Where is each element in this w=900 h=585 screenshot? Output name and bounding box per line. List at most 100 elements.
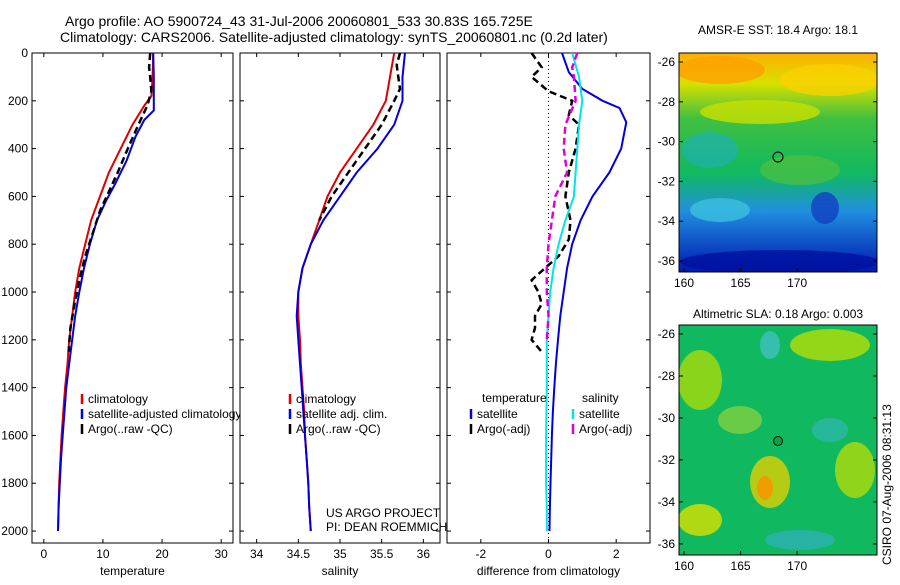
x-tick-label: 0 [545,547,552,561]
legend-column-title: salinity [582,391,619,405]
y-tick-label: 200 [8,94,28,108]
x-tick-label: 34 [250,547,264,561]
map-y-tick-label: -26 [658,327,676,341]
legend-label: Argo(-adj) [579,422,632,436]
sla-map-frame [678,324,878,556]
map-x-tick-label: 170 [787,276,807,290]
y-tick-label: 1400 [1,381,28,395]
sst-patch [811,192,839,224]
legend-label: satellite [477,407,518,421]
sla-patch [718,406,762,434]
salinity-panel: 34 34.5 35 35.5 36 salinity climatologysatelli… [239,52,441,578]
map-x-tick-label: 160 [674,559,694,573]
sst-map: AMSR-E SST: 18.4 Argo: 18.1 160 165 170 -26… [658,23,878,290]
map-x-tick-label: 160 [674,276,694,290]
sla-map-axes: 160 165 170 -26 -28 -30 -32 -34 -36 [658,327,877,573]
sla-patch [790,329,870,361]
legend-label: Argo(-adj) [477,422,530,436]
sla-patch [757,476,773,500]
sst-map-title: AMSR-E SST: 18.4 Argo: 18.1 [698,23,858,37]
map-y-tick-label: -36 [658,254,676,268]
sst-patch [682,132,738,168]
x-tick-label: 36 [417,547,431,561]
series-line-2 [67,52,153,352]
y-tick-label: 800 [8,237,28,251]
map-y-tick-label: -32 [658,174,676,188]
series-line-2 [545,52,584,531]
y-tick-label: 1800 [1,476,28,490]
x-tick-label: 0 [40,547,47,561]
map-y-tick-label: -26 [658,55,676,69]
figure-title: Argo profile: AO 5900724_43 31-Jul-2006 … [65,13,533,29]
map-y-tick-label: -32 [658,453,676,467]
x-tick-label: 35.5 [370,547,394,561]
plot-frame [239,52,441,544]
y-tick-label: 1200 [1,333,28,347]
legend-label: Argo(..raw -QC) [296,422,381,436]
x-tick-label: -2 [475,547,486,561]
side-timestamp: CSIRO 07-Aug-2006 08:31:13 [880,404,894,565]
map-y-tick-label: -28 [658,369,676,383]
map-y-tick-label: -34 [658,495,676,509]
series-line-1 [295,52,406,532]
y-tick-label: 2000 [1,524,28,538]
sst-patch [760,155,840,185]
series-line-0 [548,52,628,532]
x-tick-label: 20 [155,547,169,561]
x-axis-label: salinity [322,564,359,578]
sst-patch [680,250,877,272]
project-line-2: PI: DEAN ROEMMICH [326,520,447,534]
figure-subtitle: Climatology: CARS2006. Satellite-adjuste… [60,29,608,45]
plot-frame [31,52,234,544]
legend-label: Argo(..raw -QC) [88,422,173,436]
sla-patch [835,442,875,498]
sst-patch [679,56,765,84]
x-tick-label: 2 [613,547,620,561]
x-tick-label: 10 [96,547,110,561]
y-tick-label: 400 [8,142,28,156]
temperature-panel: 0 200 400 600 800 1000 1200 1400 1600 1800 2000 0 10… [1,46,241,578]
y-tick-label: 0 [21,46,28,60]
map-x-tick-label: 165 [731,559,751,573]
map-y-tick-label: -28 [658,95,676,109]
map-y-tick-label: -34 [658,214,676,228]
sst-patch [700,100,820,124]
map-y-tick-label: -36 [658,537,676,551]
sst-patch [690,198,750,222]
x-axis-label: difference from climatology [477,564,620,578]
difference-panel: -2 0 2 difference from climatology temperatu… [446,52,651,578]
legend-label: satellite adj. clim. [296,407,387,421]
sla-patch [679,504,722,536]
y-tick-label: 600 [8,189,28,203]
argo-position-marker [772,151,784,163]
sla-patch [679,350,722,410]
project-line-1: US ARGO PROJECT [326,506,441,520]
x-tick-label: 34.5 [287,547,311,561]
map-y-tick-label: -30 [658,411,676,425]
x-tick-label: 30 [214,547,228,561]
sst-map-frame [678,52,878,273]
x-tick-label: 35 [333,547,347,561]
legend-label: satellite [579,407,620,421]
legend-column-title: temperature [482,391,547,405]
sst-map-axes: 160 165 170 -26 -28 -30 -32 -34 -36 [658,55,877,290]
x-axis-label: temperature [100,564,165,578]
map-x-tick-label: 165 [731,276,751,290]
map-y-tick-label: -30 [658,135,676,149]
sla-map-title: Altimetric SLA: 0.18 Argo: 0.003 [693,307,863,321]
series-line-1 [57,52,155,532]
y-tick-label: 1600 [1,428,28,442]
legend-label: satellite-adjusted climatology [88,407,241,421]
sla-patch [760,331,780,359]
argo-position-marker [773,436,783,446]
series-line-2 [318,52,402,221]
map-x-tick-label: 170 [787,559,807,573]
sla-patch [812,418,848,442]
sla-map: Altimetric SLA: 0.18 Argo: 0.003 160 165 1… [658,307,878,573]
legend-label: climatology [296,392,356,406]
sla-patch [765,530,835,550]
legend-label: climatology [88,392,148,406]
sst-patch [780,64,877,96]
series-line-3 [545,52,579,340]
